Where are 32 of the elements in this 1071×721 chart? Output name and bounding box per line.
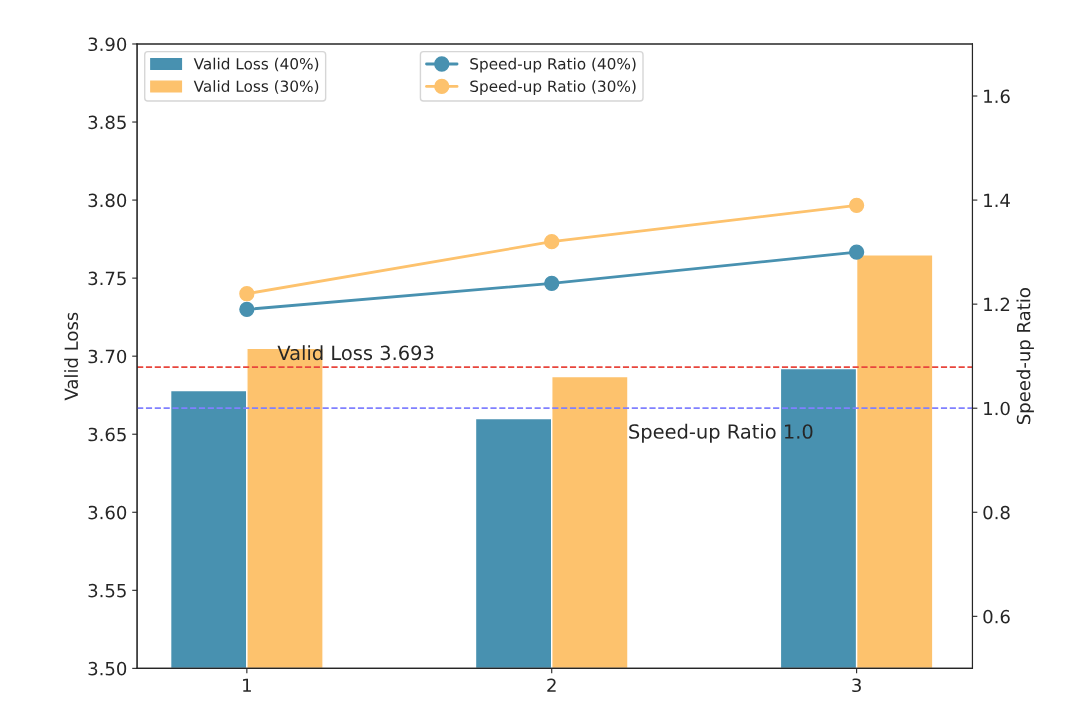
y-tick-label: 3.80 xyxy=(88,193,127,208)
y-tick-label: 3.65 xyxy=(88,427,126,442)
x-tick-label: 1 xyxy=(243,678,251,692)
point xyxy=(239,301,255,317)
point xyxy=(239,286,255,302)
y-axis-title: Valid Loss xyxy=(64,312,79,401)
y-tick-label: 3.70 xyxy=(88,349,127,364)
y-tick-label: 3.75 xyxy=(88,271,126,286)
y-tick-label: 3.85 xyxy=(88,115,126,130)
y2-axis-title: Speed-up Ratio xyxy=(1016,288,1034,425)
legend-label: Speed-up Ratio (30%) xyxy=(470,80,636,95)
y2-tick-label: 1.6 xyxy=(984,89,1010,104)
x-tick-label: 3 xyxy=(852,678,861,693)
point xyxy=(848,197,865,213)
legend-label: Speed-up Ratio (40%) xyxy=(470,57,636,73)
point xyxy=(544,234,560,250)
ref-line-label: Speed-up Ratio 1.0 xyxy=(629,423,813,443)
legend-label: Valid Loss (30%) xyxy=(193,80,319,94)
ref-line-label: Valid Loss 3.693 xyxy=(277,345,434,361)
y-tick-label: 3.50 xyxy=(88,661,127,676)
y-tick-label: 3.60 xyxy=(88,505,127,520)
y2-tick-label: 1.0 xyxy=(984,401,1010,416)
point xyxy=(544,275,560,291)
y2-tick-label: 0.8 xyxy=(983,505,1010,520)
y2-tick-label: 0.6 xyxy=(983,609,1010,624)
y-tick-label: 3.90 xyxy=(88,37,127,52)
x-tick-label: 2 xyxy=(547,678,556,692)
y-tick-label: 3.55 xyxy=(88,583,126,598)
y2-tick-label: 1.2 xyxy=(984,297,1010,311)
point xyxy=(848,244,865,260)
y2-tick-label: 1.4 xyxy=(984,193,1010,207)
legend-label: Valid Loss (40%) xyxy=(193,57,319,72)
